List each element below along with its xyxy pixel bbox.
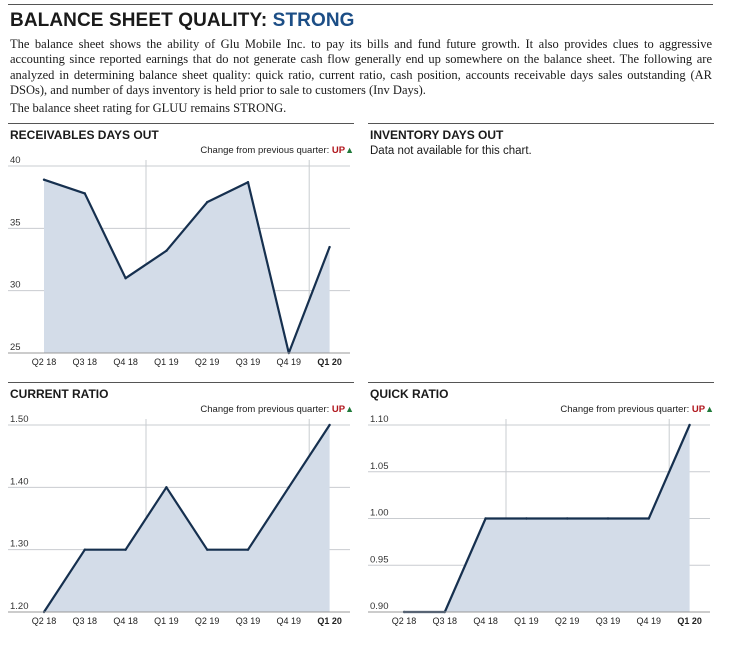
x-tick-label: Q2 19 xyxy=(195,357,220,367)
data-point xyxy=(606,517,610,520)
y-tick-label: 0.90 xyxy=(370,601,389,612)
quick-ratio-chart: 0.90 0.95 1.00 1.05 1.10 Q2 18 Q3 18 Q4 18 Q1 19… xyxy=(368,414,710,626)
page-title: BALANCE SHEET QUALITY: STRONG xyxy=(10,10,355,32)
y-tick-label: 1.05 xyxy=(370,461,389,472)
x-tick-label: Q4 18 xyxy=(473,616,498,626)
change-indicator: Change from previous quarter: UP▲ xyxy=(200,404,354,415)
x-tick-label: Q4 18 xyxy=(113,616,138,626)
panel-rule xyxy=(368,123,714,124)
y-tick-label: 35 xyxy=(10,217,21,228)
receivables-chart: 25 30 35 40 Q2 18 Q3 18 Q4 18 Q1 19 Q2 19 Q3 19 Q4… xyxy=(8,155,350,367)
series-line xyxy=(43,424,331,613)
chart-title: CURRENT RATIO xyxy=(10,387,109,401)
panel-rule xyxy=(8,123,354,124)
inventory-panel: INVENTORY DAYS OUT Data not available fo… xyxy=(368,123,714,373)
x-tick-label: Q3 18 xyxy=(433,616,458,626)
x-tick-label: Q1 20 xyxy=(677,616,702,626)
y-tick-label: 1.50 xyxy=(10,414,29,425)
change-indicator: Change from previous quarter: UP▲ xyxy=(560,404,714,415)
x-tick-label: Q4 19 xyxy=(637,616,662,626)
x-tick-label: Q1 19 xyxy=(514,616,539,626)
current-ratio-panel: CURRENT RATIO Change from previous quart… xyxy=(8,382,354,632)
change-label: Change from previous quarter: xyxy=(200,145,332,156)
quick-ratio-panel: QUICK RATIO Change from previous quarter… xyxy=(368,382,714,632)
data-point xyxy=(83,548,87,551)
chart-title: RECEIVABLES DAYS OUT xyxy=(10,128,159,142)
panel-rule xyxy=(368,382,714,383)
top-rule xyxy=(8,4,713,5)
x-tick-label: Q1 19 xyxy=(154,616,179,626)
data-point xyxy=(287,486,290,489)
data-point xyxy=(246,181,250,184)
y-tick-label: 1.20 xyxy=(10,601,29,612)
intro-paragraph: The balance sheet shows the ability of G… xyxy=(10,37,712,98)
page-title-prefix: BALANCE SHEET QUALITY: xyxy=(10,10,273,31)
data-point xyxy=(647,517,650,520)
data-point xyxy=(165,249,168,252)
data-point xyxy=(206,548,209,551)
y-tick-label: 30 xyxy=(10,280,21,291)
data-point xyxy=(525,517,528,520)
x-tick-label: Q1 20 xyxy=(317,357,342,367)
data-point xyxy=(165,486,168,489)
change-label: Change from previous quarter: xyxy=(200,404,332,415)
x-tick-label: Q1 20 xyxy=(317,616,342,626)
series-area xyxy=(44,179,330,353)
data-point xyxy=(688,423,691,427)
series-line xyxy=(43,178,331,355)
change-value: UP xyxy=(691,404,706,415)
up-arrow-icon: ▲ xyxy=(345,404,354,414)
chart-title: QUICK RATIO xyxy=(370,387,449,401)
rating-statement: The balance sheet rating for GLUU remain… xyxy=(10,101,287,115)
x-tick-label: Q3 18 xyxy=(73,357,98,367)
y-tick-label: 0.95 xyxy=(370,554,389,565)
x-tick-label: Q1 19 xyxy=(154,357,179,367)
data-point xyxy=(83,192,87,195)
series-area xyxy=(44,425,330,612)
page-title-rating: STRONG xyxy=(272,10,355,31)
change-value: UP xyxy=(331,404,346,415)
data-point xyxy=(42,178,46,181)
y-tick-label: 1.30 xyxy=(10,539,29,550)
x-tick-label: Q3 19 xyxy=(236,357,261,367)
up-arrow-icon: ▲ xyxy=(345,145,354,155)
panel-rule xyxy=(8,382,354,383)
current-ratio-chart: 1.20 1.30 1.40 1.50 Q2 18 Q3 18 Q4 18 Q1 19 Q2 1… xyxy=(8,414,350,626)
x-tick-label: Q2 18 xyxy=(32,616,57,626)
data-point xyxy=(566,517,569,520)
series-line xyxy=(404,424,691,614)
y-tick-label: 25 xyxy=(10,342,21,353)
x-tick-label: Q4 19 xyxy=(277,357,302,367)
data-point xyxy=(328,423,331,427)
y-tick-label: 1.40 xyxy=(10,476,29,487)
y-tick-label: 40 xyxy=(10,155,21,166)
data-point xyxy=(124,277,127,280)
y-tick-label: 1.00 xyxy=(370,508,389,519)
receivables-panel: RECEIVABLES DAYS OUT Change from previou… xyxy=(8,123,354,373)
data-point xyxy=(328,245,331,249)
x-tick-label: Q2 19 xyxy=(195,616,220,626)
data-point xyxy=(124,548,127,551)
no-data-message: Data not available for this chart. xyxy=(370,145,532,157)
x-tick-label: Q4 19 xyxy=(277,616,302,626)
change-value: UP xyxy=(331,145,346,156)
x-tick-label: Q4 18 xyxy=(113,357,138,367)
x-tick-label: Q2 18 xyxy=(392,616,417,626)
x-tick-label: Q3 18 xyxy=(73,616,98,626)
data-point xyxy=(206,200,209,204)
y-tick-label: 1.10 xyxy=(370,414,389,425)
x-tick-label: Q2 18 xyxy=(32,357,57,367)
x-tick-label: Q2 19 xyxy=(555,616,580,626)
data-point xyxy=(484,517,487,520)
up-arrow-icon: ▲ xyxy=(705,404,714,414)
data-point xyxy=(246,548,250,551)
change-indicator: Change from previous quarter: UP▲ xyxy=(200,145,354,156)
change-label: Change from previous quarter: xyxy=(560,404,692,415)
x-tick-label: Q3 19 xyxy=(236,616,261,626)
chart-title: INVENTORY DAYS OUT xyxy=(370,128,504,142)
x-tick-label: Q3 19 xyxy=(596,616,621,626)
